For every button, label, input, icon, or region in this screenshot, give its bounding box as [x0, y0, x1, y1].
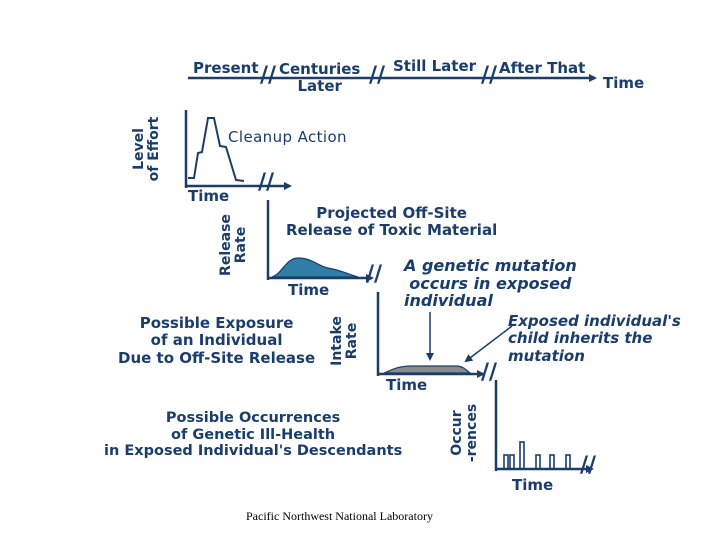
intake-axis-break: // — [481, 360, 498, 385]
child-inherits-line1: Exposed individual's — [508, 312, 681, 330]
child-inherits-line2: child inherits the — [508, 329, 653, 348]
occurrences-axis-label: Occur -rences — [449, 392, 486, 474]
occurrences-axis-label-line2: -rences — [463, 403, 480, 463]
genetic-ill-health-line3: in Exposed Individual's Descendants — [104, 443, 403, 460]
cleanup-effort-curve — [188, 117, 245, 182]
genetic-ill-health-line2: of Genetic Ill-Health — [171, 426, 336, 443]
possible-exposure-caption: Possible Exposure of an Individual Due t… — [118, 314, 316, 367]
occurrences-axis-label-line1: Occur — [449, 410, 465, 456]
footer-credit: Pacific Northwest National Laboratory — [246, 509, 433, 523]
occurrences-axis-break: // — [580, 453, 597, 478]
child-inherits-annotation: Exposed individual's child inherits the … — [508, 312, 681, 365]
effort-axis-label-line2: of Effort — [145, 116, 162, 182]
timeline-break-2: // — [369, 63, 386, 88]
timeline-break-1: // — [260, 63, 277, 88]
release-axis-label: Release Rate — [218, 208, 255, 282]
timeline-time-label: Time — [603, 74, 645, 92]
effort-axis-label: Level of Effort — [131, 109, 168, 189]
occurrence-bar — [565, 454, 571, 470]
timeline-after-that-label: After That — [499, 59, 586, 77]
timeline-present-label: Present — [193, 59, 259, 77]
genetic-mutation-annotation: A genetic mutation occurs in exposed ind… — [404, 257, 577, 310]
release-curve — [271, 257, 359, 278]
child-inherits-line3: mutation — [508, 346, 585, 365]
cleanup-action-label: Cleanup Action — [228, 128, 347, 146]
effort-time-label: Time — [188, 187, 230, 205]
possible-exposure-line1: Possible Exposure — [139, 314, 294, 332]
projected-release-title-line1: Projected Off-Site — [316, 204, 467, 222]
occurrence-bar — [549, 454, 555, 470]
possible-exposure-line3: Due to Off-Site Release — [118, 348, 316, 367]
timeline-centuries-line1: Centuries — [279, 60, 361, 78]
genetic-ill-health-caption: Possible Occurrences of Genetic Ill-Heal… — [104, 410, 402, 460]
possible-exposure-line2: of an Individual — [150, 331, 283, 350]
occurrence-bar — [535, 454, 541, 470]
intake-axis-label-line2: Rate — [343, 322, 360, 360]
release-axis-break: // — [366, 262, 383, 287]
effort-axis-label-line1: Level — [131, 128, 147, 170]
occurrence-bar — [519, 441, 525, 470]
genetic-mutation-line3: individual — [404, 291, 493, 311]
intake-time-label: Time — [386, 376, 428, 394]
intake-curve — [383, 365, 472, 374]
occurrence-bar — [503, 454, 509, 470]
occurrence-bars — [503, 441, 571, 470]
release-axis-label-line2: Rate — [232, 226, 249, 264]
occurrence-bar — [509, 454, 515, 470]
genetic-mutation-line2: occurs in exposed — [409, 273, 572, 293]
timeline-centuries-line2: Later — [297, 77, 342, 96]
timeline-centuries-label: Centuries Later — [279, 60, 361, 96]
child-pointer-arrow — [464, 325, 513, 363]
effort-axis-break: // — [258, 170, 275, 195]
intake-axis-label: Intake Rate — [329, 310, 366, 372]
occurrences-time-label: Time — [512, 476, 554, 494]
genetic-ill-health-line1: Possible Occurrences — [165, 410, 341, 426]
release-axis-label-line1: Release — [218, 214, 234, 276]
projected-release-title-line2: Release of Toxic Material — [286, 221, 498, 240]
timeline-still-later-label: Still Later — [393, 57, 477, 75]
intake-axis-label-line1: Intake — [329, 316, 345, 366]
timeline-break-3: // — [481, 63, 498, 88]
genetic-mutation-line1: A genetic mutation — [404, 256, 577, 275]
release-time-label: Time — [288, 281, 330, 299]
projected-release-title: Projected Off-Site Release of Toxic Mate… — [286, 204, 498, 240]
